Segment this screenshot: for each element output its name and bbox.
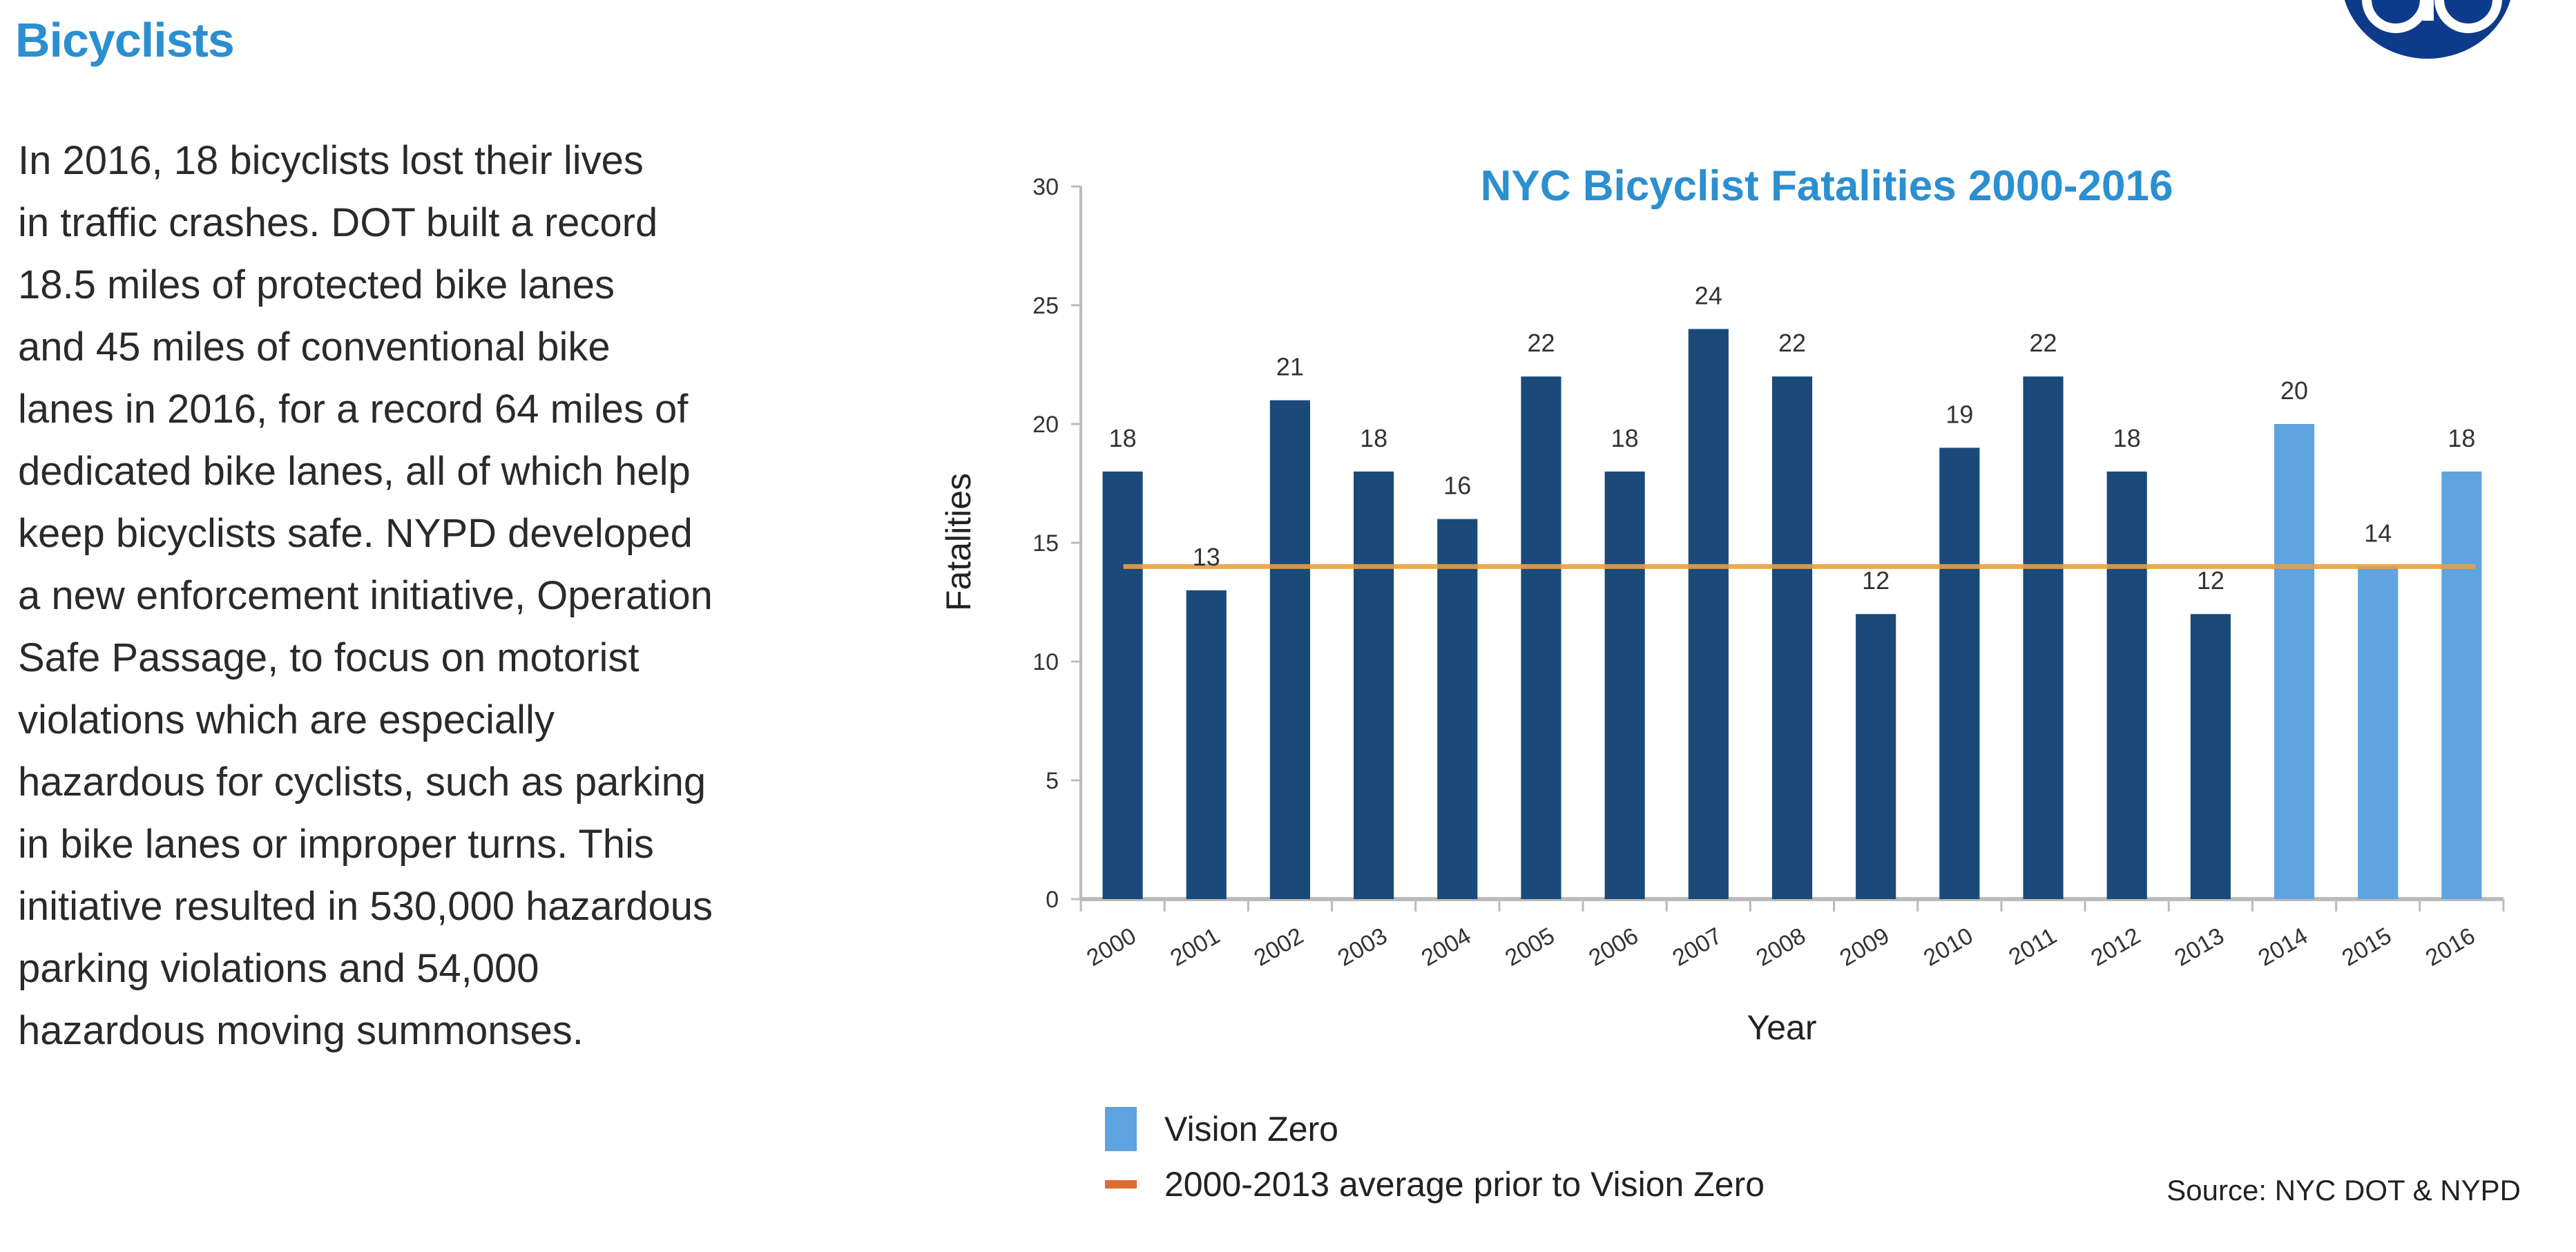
y-tick-label: 25 [1032,293,1059,319]
logo-bar [2423,0,2434,21]
legend-label-average: 2000-2013 average prior to Vision Zero [1164,1165,1765,1204]
x-tick-label: 2013 [2170,923,2229,972]
x-tick-label: 2002 [1249,923,1308,972]
x-tick-label: 2007 [1668,923,1727,972]
data-label-2002: 21 [1276,353,1304,381]
chart-title: NYC Bicyclist Fatalities 2000-2016 [1481,162,2173,210]
data-label-2012: 18 [2113,424,2141,452]
section-title: Bicyclists [15,13,235,67]
legend-label-vision-zero: Vision Zero [1164,1110,1338,1148]
legend-swatch-vision-zero [1105,1107,1137,1151]
data-label-2016: 18 [2448,424,2475,452]
chart-legend: Vision Zero 2000-2013 average prior to V… [1105,1101,1765,1212]
y-tick-label: 15 [1032,530,1059,557]
data-label-2003: 18 [1360,424,1387,452]
x-tick-label: 2008 [1751,923,1810,972]
data-label-2000: 18 [1109,424,1137,452]
body-line: in bike lanes or improper turns. This [18,822,654,867]
body-line: Safe Passage, to focus on motorist [18,635,640,680]
x-tick-label: 2016 [2421,923,2480,972]
bar-2005 [1521,376,1561,899]
x-tick-label: 2003 [1334,923,1392,972]
body-line: in traffic crashes. DOT built a record [18,200,658,245]
x-tick-label: 2015 [2338,923,2396,972]
x-axis: 2000 2001 2002 2003 2004 2005 2006 2007 2008 2009… [1079,897,2505,972]
body-line: lanes in 2016, for a record 64 miles of [18,387,689,432]
data-label-2014: 20 [2280,376,2308,405]
y-axis: 0 5 10 15 20 25 30 [1032,174,1082,913]
bars-group [1102,329,2482,899]
legend-item-average: 2000-2013 average prior to Vision Zero [1105,1157,1765,1212]
x-tick-label: 2012 [2086,923,2145,972]
body-line: 18.5 miles of protected bike lanes [18,262,615,307]
x-tick-label: 2001 [1166,923,1224,972]
body-line: dedicated bike lanes, all of which help [18,449,691,494]
x-tick-label: 2014 [2254,923,2313,972]
body-line: a new enforcement initiative, Operation [18,573,713,618]
y-tick-label: 0 [1046,887,1059,913]
x-tick-label: 2004 [1417,923,1476,972]
bar-2003 [1354,471,1394,899]
body-line: hazardous moving summonses. [18,1008,584,1053]
x-axis-label: Year [1747,1008,1816,1047]
body-line: In 2016, 18 bicyclists lost their lives [18,138,644,183]
body-line: hazardous for cyclists, such as parking [18,760,707,805]
legend-swatch-average-line [1105,1180,1137,1188]
body-line: keep bicyclists safe. NYPD developed [18,511,693,556]
body-line: parking violations and 54,000 [18,946,539,991]
bar-2009 [1856,614,1896,899]
source-note: Source: NYC DOT & NYPD [2166,1174,2521,1206]
body-line: and 45 miles of conventional bike [18,325,611,369]
y-tick-label: 30 [1032,174,1059,200]
data-label-2010: 19 [1945,400,1973,428]
bar-2011 [2023,376,2064,899]
x-tick-label: 2000 [1082,923,1141,972]
data-label-2009: 12 [1862,566,1890,595]
data-labels-group: 18 13 21 18 16 22 18 24 22 12 19 22 18 12 20 14 18 [1109,281,2476,595]
data-label-2013: 12 [2197,566,2224,595]
x-tick-label: 2006 [1584,923,1643,972]
body-line: violations which are especially [18,697,555,742]
data-label-2006: 18 [1611,424,1639,452]
bar-2004 [1437,519,1478,899]
y-axis-label: Fatalities [939,473,978,611]
body-line: initiative resulted in 530,000 hazardous [18,884,713,929]
data-label-2011: 22 [2030,329,2057,357]
data-label-2008: 22 [1778,329,1806,357]
legend-item-vision-zero: Vision Zero [1105,1101,1765,1157]
x-tick-label: 2010 [1919,923,1978,972]
data-label-2015: 14 [2364,519,2392,547]
y-tick-label: 20 [1032,412,1059,438]
bar-2001 [1186,590,1227,899]
bar-2015 [2358,566,2399,899]
bar-2012 [2106,471,2147,899]
bar-2010 [1939,447,1980,899]
bar-2008 [1771,376,1813,899]
data-label-2005: 22 [1527,329,1555,357]
bar-2013 [2190,614,2231,899]
bar-2016 [2441,471,2482,899]
body-paragraph: In 2016, 18 bicyclists lost their lives i… [18,130,867,1062]
x-tick-label: 2005 [1501,923,1559,972]
bar-2000 [1102,471,1143,899]
bar-2006 [1604,471,1645,899]
y-tick-label: 5 [1046,768,1059,794]
data-label-2001: 13 [1193,543,1220,571]
data-label-2007: 24 [1695,281,1722,309]
data-label-2004: 16 [1443,472,1471,500]
y-tick-label: 10 [1032,649,1059,675]
bar-2007 [1688,329,1729,899]
x-tick-label: 2011 [2004,923,2061,970]
x-tick-label: 2009 [1836,923,1894,972]
bar-2002 [1269,400,1311,899]
bar-2014 [2274,424,2315,899]
